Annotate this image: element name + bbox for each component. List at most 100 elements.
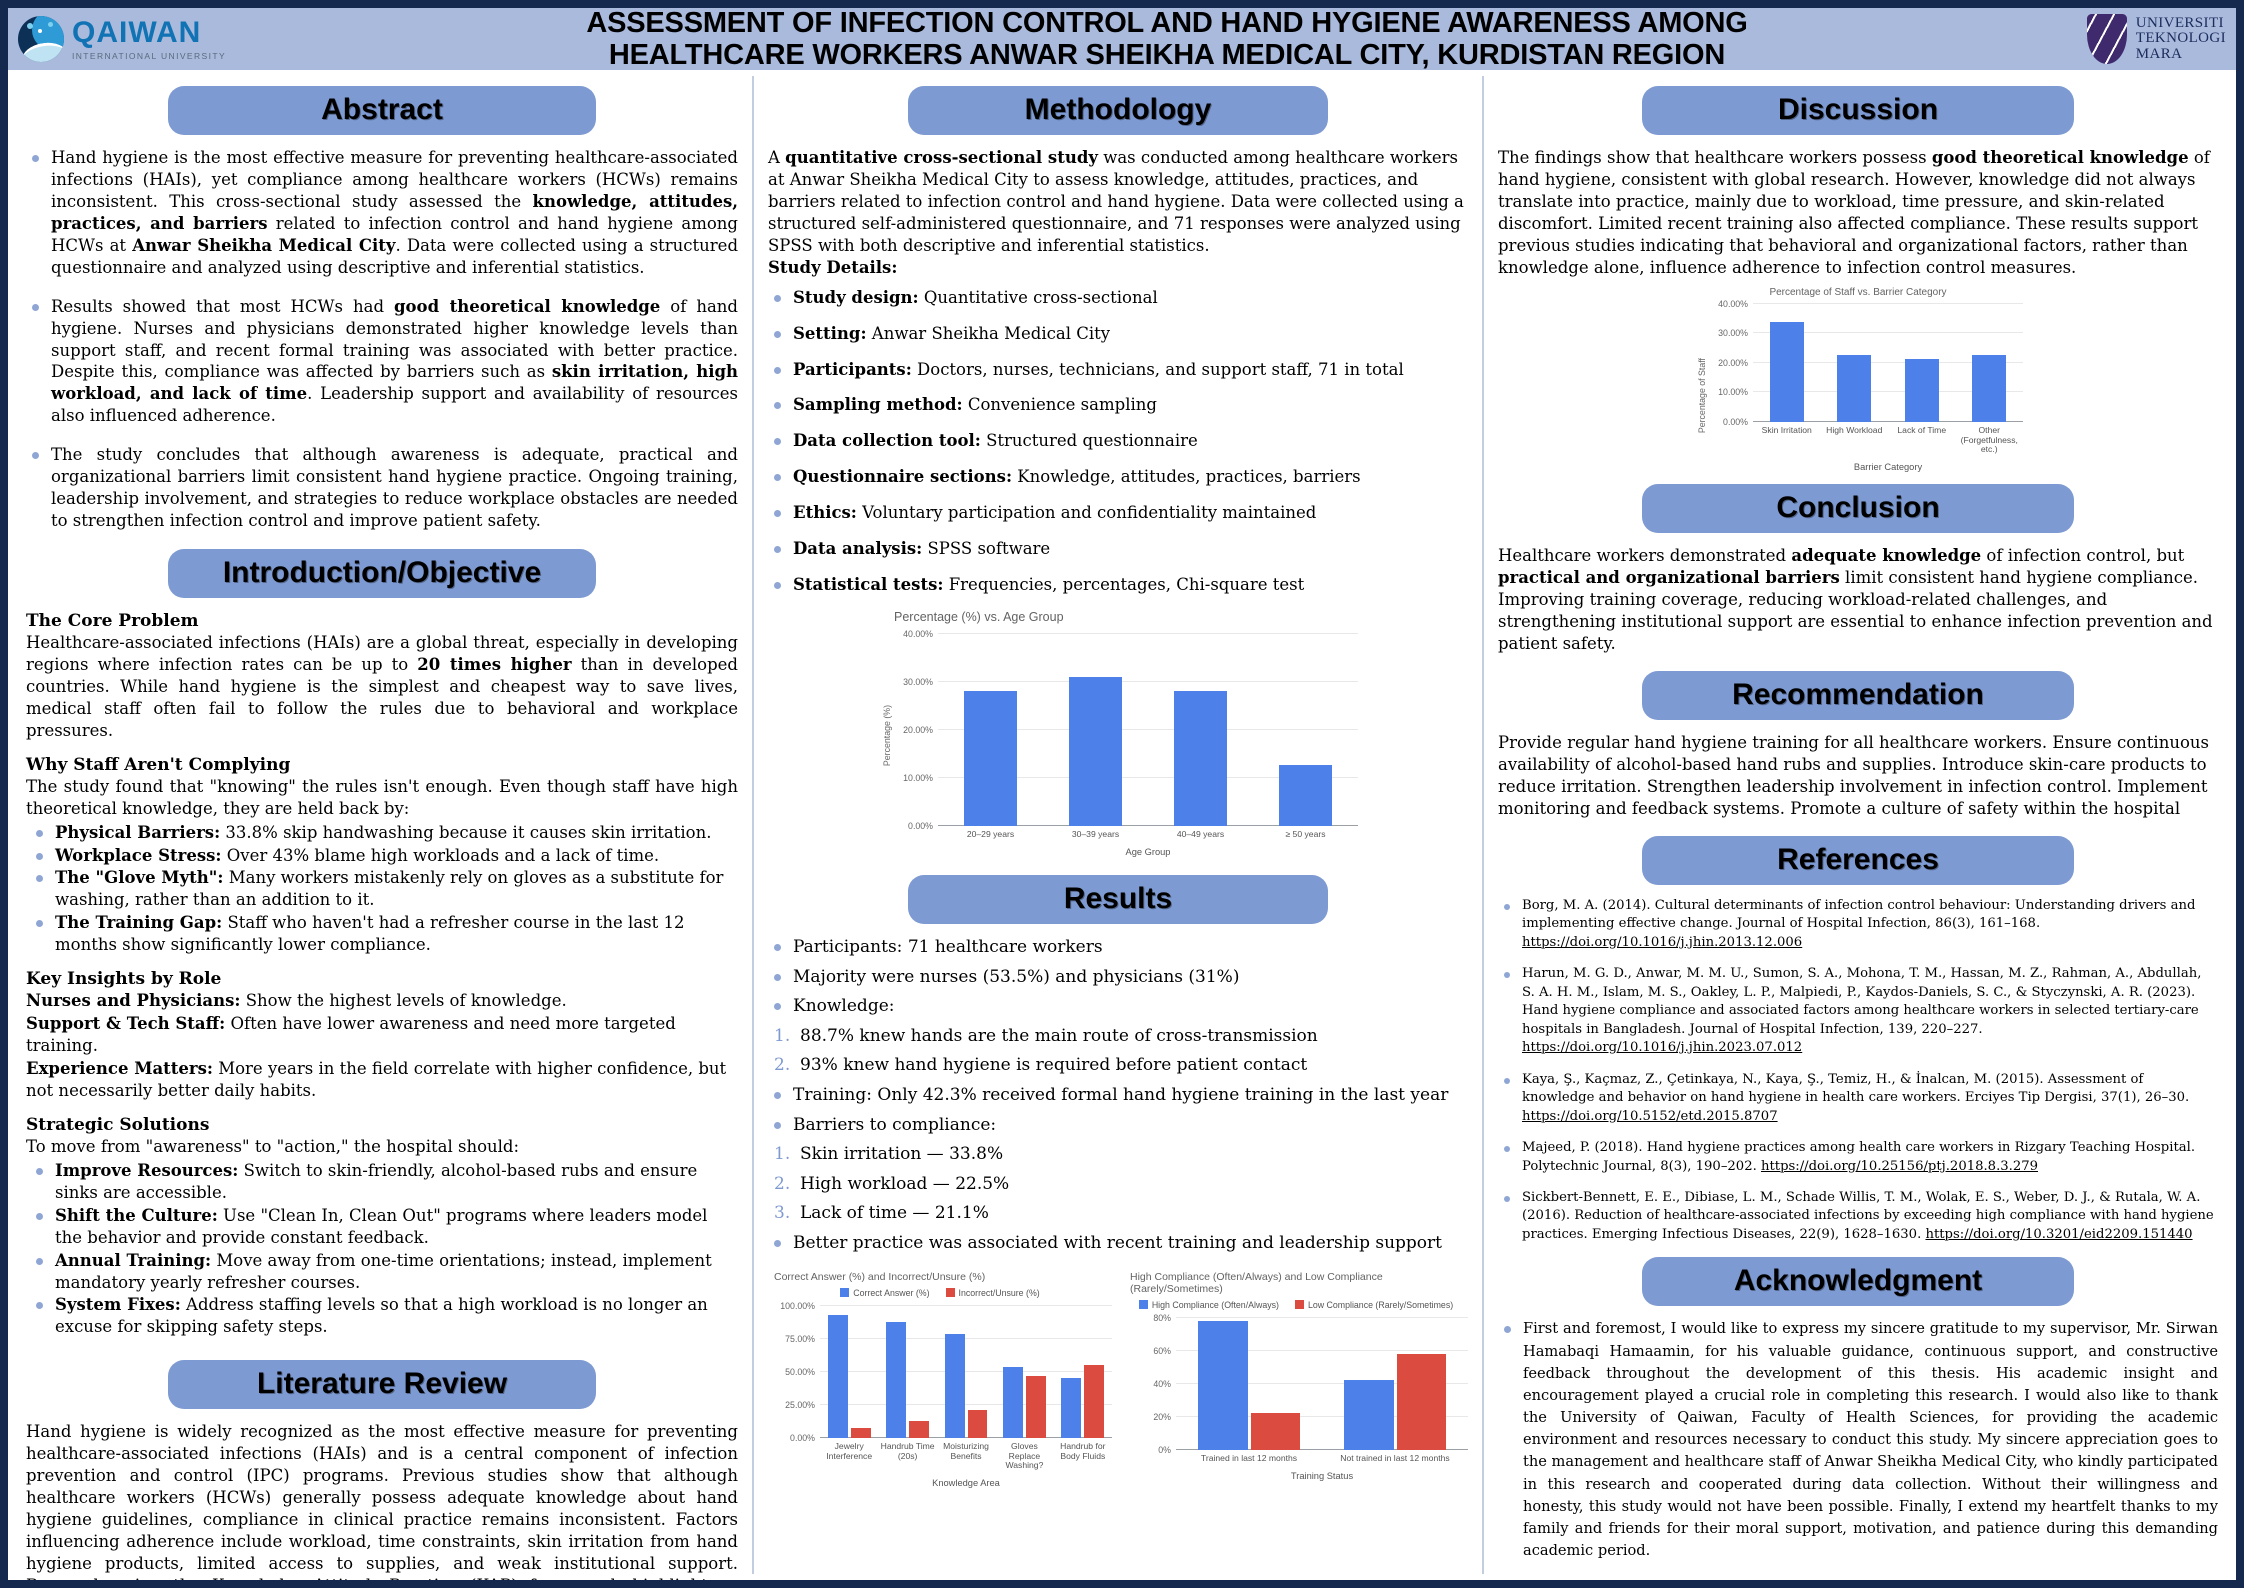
gridline	[820, 1370, 1112, 1372]
list-item: Annual Training: Move away from one-time…	[26, 1250, 738, 1294]
list-item-text: Participants: Doctors, nurses, technicia…	[793, 359, 1404, 379]
reference-doi-link[interactable]: https://doi.org/10.5152/etd.2015.8707	[1522, 1108, 1778, 1124]
list-item-text: Nurses and Physicians: Show the highest …	[26, 991, 567, 1011]
x-axis-tick: Gloves Replace Washing?	[1005, 1440, 1044, 1471]
chart-bar	[1174, 690, 1227, 827]
list-item: Support & Tech Staff: Often have lower a…	[26, 1013, 738, 1057]
chart-bars	[938, 634, 1358, 827]
y-axis-tick: 60%	[1153, 1345, 1171, 1356]
list-item-text: Data analysis: SPSS software	[793, 539, 1051, 559]
solutions-intro-text: To move from "awareness" to "action," th…	[26, 1136, 520, 1156]
list-item: Setting: Anwar Sheikha Medical City	[768, 323, 1468, 345]
chart-bar	[1197, 1320, 1248, 1450]
chart-title: Percentage of Staff vs. Barrier Category	[1769, 286, 1947, 298]
list-item: Better practice was associated with rece…	[768, 1232, 1468, 1255]
section-header-abstract: Abstract	[168, 86, 596, 135]
qaiwan-logo: QAIWAN INTERNATIONAL UNIVERSITY	[18, 16, 348, 62]
bullet-icon	[36, 1212, 43, 1220]
list-item-text: Statistical tests: Frequencies, percenta…	[793, 575, 1305, 595]
bar-group	[1176, 1318, 1322, 1450]
roles-list: Nurses and Physicians: Show the highest …	[26, 990, 738, 1102]
bullet-icon	[32, 303, 39, 311]
x-axis-tick: Jewelry Interference	[826, 1440, 873, 1461]
gridline	[1753, 420, 2023, 422]
list-item: Shift the Culture: Use "Clean In, Clean …	[26, 1205, 738, 1249]
bar-group	[1148, 634, 1253, 827]
list-item: Data analysis: SPSS software	[768, 538, 1468, 560]
bullet-icon	[36, 875, 43, 883]
section-header-references: References	[1642, 835, 2074, 885]
section-header-discussion: Discussion	[1642, 86, 2074, 135]
list-item: Nurses and Physicians: Show the highest …	[26, 990, 738, 1012]
bar-group	[1054, 1306, 1112, 1438]
list-item: Borg, M. A. (2014). Cultural determinant…	[1498, 897, 2218, 952]
barriers-chart: Percentage of Staff vs. Barrier Category…	[1693, 286, 2023, 473]
list-item: Training: Only 42.3% received formal han…	[768, 1084, 1468, 1107]
section-header-introduction: Introduction/Objective	[168, 549, 596, 598]
core-problem-heading: The Core Problem	[26, 611, 199, 631]
list-item: 1. Skin irritation — 33.8%	[768, 1143, 1468, 1166]
bullet-icon	[774, 546, 781, 554]
list-item-text: Sickbert-Bennett, E. E., Dibiase, L. M.,…	[1522, 1189, 2214, 1242]
bar-group	[1888, 304, 1956, 422]
list-item-text: Workplace Stress: Over 43% blame high wo…	[55, 845, 660, 865]
bullet-icon	[774, 973, 781, 981]
reference-doi-link[interactable]: https://doi.org/10.3201/eid2209.151440	[1925, 1226, 2193, 1242]
reference-doi-link[interactable]: https://doi.org/10.1016/j.jhin.2013.12.0…	[1522, 934, 1803, 950]
chart-plot-area: 0% 20% 40% 60% 80% Trained in last 12 months N…	[1124, 1313, 1468, 1481]
gridline	[1753, 391, 2023, 393]
chart-bar	[1061, 1378, 1082, 1438]
list-item: 2. High workload — 22.5%	[768, 1173, 1468, 1196]
list-item: Results showed that most HCWs had good t…	[26, 296, 738, 428]
x-axis-label: Barrier Category	[1853, 462, 1923, 473]
chart-bar	[1250, 1413, 1301, 1450]
list-item: Majeed, P. (2018). Hand hygiene practice…	[1498, 1139, 2218, 1176]
list-marker: 2.	[774, 1055, 791, 1076]
compliance-chart: High Compliance (Often/Always) and Low C…	[1124, 1271, 1468, 1489]
gridline	[938, 681, 1358, 683]
legend-label: Incorrect/Unsure (%)	[958, 1287, 1040, 1298]
why-intro-text: The study found that "knowing" the rules…	[26, 776, 738, 818]
list-item-text: Sampling method: Convenience sampling	[793, 395, 1157, 415]
list-item-text: Improve Resources: Switch to skin-friend…	[55, 1160, 698, 1202]
list-item-text: High workload — 22.5%	[800, 1173, 1010, 1194]
y-axis-tick: 10.00%	[1718, 387, 1748, 398]
list-item-text: First and foremost, I would like to expr…	[1523, 1320, 2218, 1560]
methodology-intro: A quantitative cross-sectional study was…	[768, 148, 1464, 255]
list-item: Barriers to compliance:	[768, 1114, 1468, 1137]
y-axis-tick: 25.00%	[785, 1399, 815, 1410]
bullet-icon	[774, 330, 781, 338]
reference-doi-link[interactable]: https://doi.org/10.1016/j.jhin.2023.07.0…	[1522, 1040, 1803, 1056]
bar-group	[1043, 634, 1148, 827]
bullet-icon	[774, 510, 781, 518]
list-item: Study design: Quantitative cross-section…	[768, 287, 1468, 309]
chart-bar	[1837, 355, 1872, 422]
chart-legend: High Compliance (Often/Always) Low Compli…	[1124, 1300, 1468, 1310]
x-axis-label: Age Group	[1125, 846, 1171, 857]
chart-plot-area: Percentage of Staff 0.00% 10.00% 20.00% 30.0…	[1693, 299, 2023, 473]
qaiwan-logo-subtitle: INTERNATIONAL UNIVERSITY	[72, 50, 227, 61]
chart-bar	[1904, 359, 1939, 422]
chart-title: Percentage (%) vs. Age Group	[894, 610, 1064, 625]
bullet-icon	[774, 582, 781, 590]
y-axis-tick: 80%	[1153, 1312, 1171, 1323]
gridline	[820, 1337, 1112, 1339]
list-item: 3. Lack of time — 21.1%	[768, 1202, 1468, 1225]
list-item-text: Setting: Anwar Sheikha Medical City	[793, 323, 1111, 343]
legend-swatch-icon	[1138, 1300, 1148, 1310]
author-name: Dia Kamil Abdulwahid	[1686, 1580, 2122, 1588]
gridline	[1176, 1349, 1468, 1351]
bullet-icon	[1504, 972, 1510, 979]
uitm-line-2: TEKNOLOGI	[2135, 30, 2226, 47]
bullet-icon	[1504, 903, 1510, 910]
y-axis-tick: 0.00%	[790, 1432, 815, 1443]
section-header-conclusion: Conclusion	[1642, 484, 2074, 534]
gridline	[938, 825, 1358, 827]
why-list: Physical Barriers: 33.8% skip handwashin…	[26, 822, 738, 957]
right-column: Discussion The findings show that health…	[1484, 76, 2232, 1574]
chart-bar	[1084, 1365, 1105, 1438]
reference-doi-link[interactable]: https://doi.org/10.25156/ptj.2018.8.3.27…	[1760, 1158, 2039, 1174]
author-block: Dia Kamil Abdulwahid MLT Student Supervi…	[1544, 1580, 2218, 1588]
chart-plot-area: Percentage (%) 0.00% 10.00% 20.00% 30.00% 40.…	[878, 629, 1358, 857]
